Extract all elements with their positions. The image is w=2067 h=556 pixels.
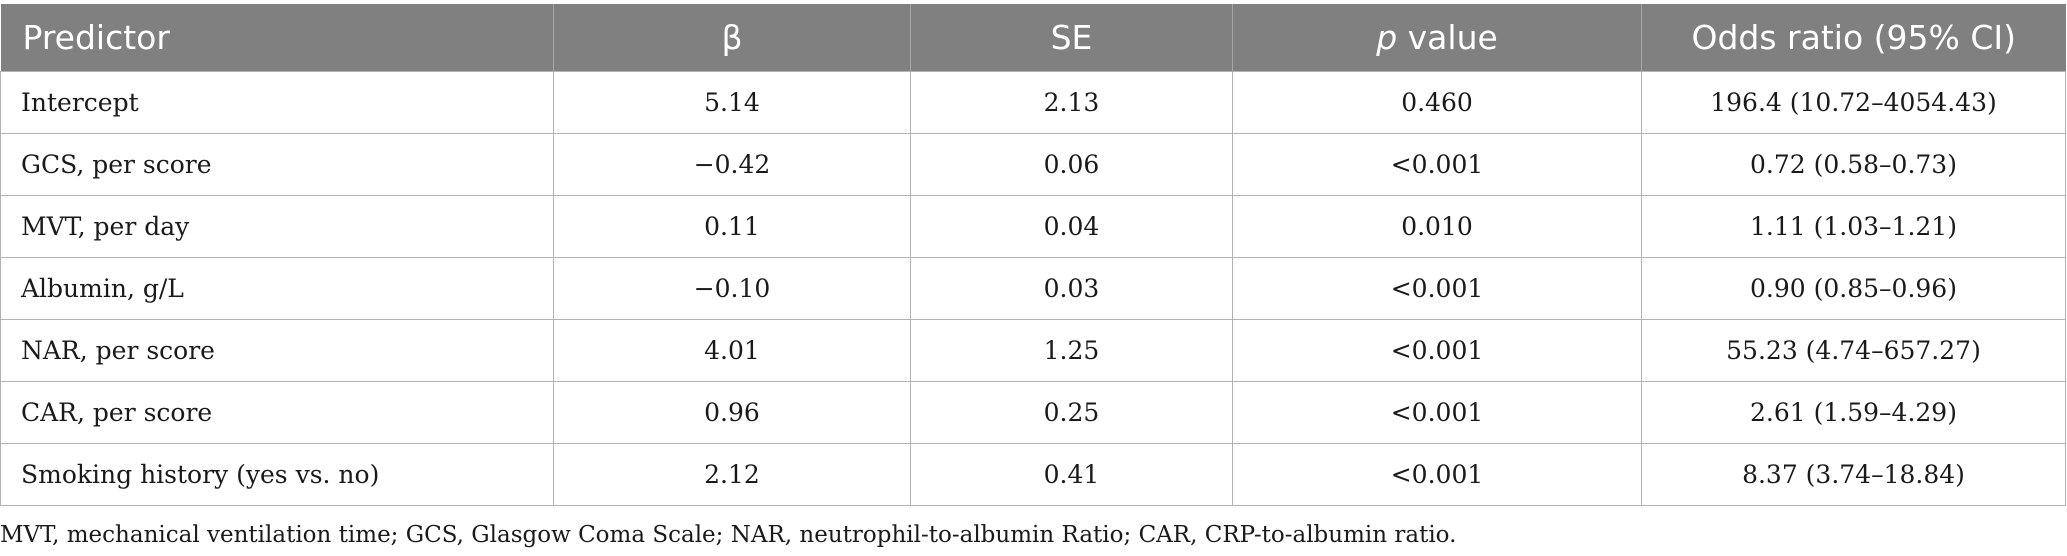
cell-p-value: <0.001 bbox=[1232, 319, 1642, 382]
cell-beta: 0.11 bbox=[553, 195, 911, 258]
header-p-rest: value bbox=[1397, 18, 1498, 57]
cell-odds-ratio: 0.90 (0.85–0.96) bbox=[1641, 257, 2066, 320]
cell-beta: −0.42 bbox=[553, 133, 911, 196]
cell-beta: 4.01 bbox=[553, 319, 911, 382]
cell-p-value: 0.460 bbox=[1232, 71, 1642, 134]
table-row: MVT, per day 0.11 0.04 0.010 1.11 (1.03–… bbox=[0, 195, 2066, 258]
cell-se: 0.06 bbox=[910, 133, 1233, 196]
cell-predictor: GCS, per score bbox=[0, 133, 554, 196]
cell-odds-ratio: 55.23 (4.74–657.27) bbox=[1641, 319, 2066, 382]
cell-se: 0.04 bbox=[910, 195, 1233, 258]
cell-beta: 5.14 bbox=[553, 71, 911, 134]
cell-odds-ratio: 8.37 (3.74–18.84) bbox=[1641, 443, 2066, 506]
table-header-row: Predictor β SE p value Odds ratio (95% C… bbox=[0, 4, 2066, 72]
header-p-value: p value bbox=[1232, 4, 1642, 72]
cell-predictor: NAR, per score bbox=[0, 319, 554, 382]
cell-p-value: <0.001 bbox=[1232, 133, 1642, 196]
header-p-italic: p bbox=[1376, 18, 1398, 57]
cell-predictor: CAR, per score bbox=[0, 381, 554, 444]
cell-beta: 2.12 bbox=[553, 443, 911, 506]
cell-predictor: Albumin, g/L bbox=[0, 257, 554, 320]
cell-odds-ratio: 1.11 (1.03–1.21) bbox=[1641, 195, 2066, 258]
cell-se: 0.41 bbox=[910, 443, 1233, 506]
table-row: Intercept 5.14 2.13 0.460 196.4 (10.72–4… bbox=[0, 71, 2066, 134]
table-row: GCS, per score −0.42 0.06 <0.001 0.72 (0… bbox=[0, 133, 2066, 196]
cell-beta: −0.10 bbox=[553, 257, 911, 320]
table-row: Albumin, g/L −0.10 0.03 <0.001 0.90 (0.8… bbox=[0, 257, 2066, 320]
cell-odds-ratio: 196.4 (10.72–4054.43) bbox=[1641, 71, 2066, 134]
table-row: CAR, per score 0.96 0.25 <0.001 2.61 (1.… bbox=[0, 381, 2066, 444]
header-se: SE bbox=[910, 4, 1233, 72]
cell-se: 0.25 bbox=[910, 381, 1233, 444]
regression-table-container: Predictor β SE p value Odds ratio (95% C… bbox=[0, 4, 2066, 506]
header-odds-ratio: Odds ratio (95% CI) bbox=[1641, 4, 2066, 72]
cell-se: 1.25 bbox=[910, 319, 1233, 382]
regression-table: Predictor β SE p value Odds ratio (95% C… bbox=[0, 4, 2066, 506]
header-predictor: Predictor bbox=[0, 4, 554, 72]
cell-p-value: <0.001 bbox=[1232, 381, 1642, 444]
cell-odds-ratio: 2.61 (1.59–4.29) bbox=[1641, 381, 2066, 444]
cell-se: 0.03 bbox=[910, 257, 1233, 320]
table-row: NAR, per score 4.01 1.25 <0.001 55.23 (4… bbox=[0, 319, 2066, 382]
cell-predictor: MVT, per day bbox=[0, 195, 554, 258]
table-row: Smoking history (yes vs. no) 2.12 0.41 <… bbox=[0, 443, 2066, 506]
cell-predictor: Smoking history (yes vs. no) bbox=[0, 443, 554, 506]
cell-odds-ratio: 0.72 (0.58–0.73) bbox=[1641, 133, 2066, 196]
cell-p-value: <0.001 bbox=[1232, 443, 1642, 506]
cell-predictor: Intercept bbox=[0, 71, 554, 134]
cell-p-value: 0.010 bbox=[1232, 195, 1642, 258]
cell-beta: 0.96 bbox=[553, 381, 911, 444]
header-beta: β bbox=[553, 4, 911, 72]
table-footnote: MVT, mechanical ventilation time; GCS, G… bbox=[0, 522, 1457, 548]
cell-p-value: <0.001 bbox=[1232, 257, 1642, 320]
cell-se: 2.13 bbox=[910, 71, 1233, 134]
